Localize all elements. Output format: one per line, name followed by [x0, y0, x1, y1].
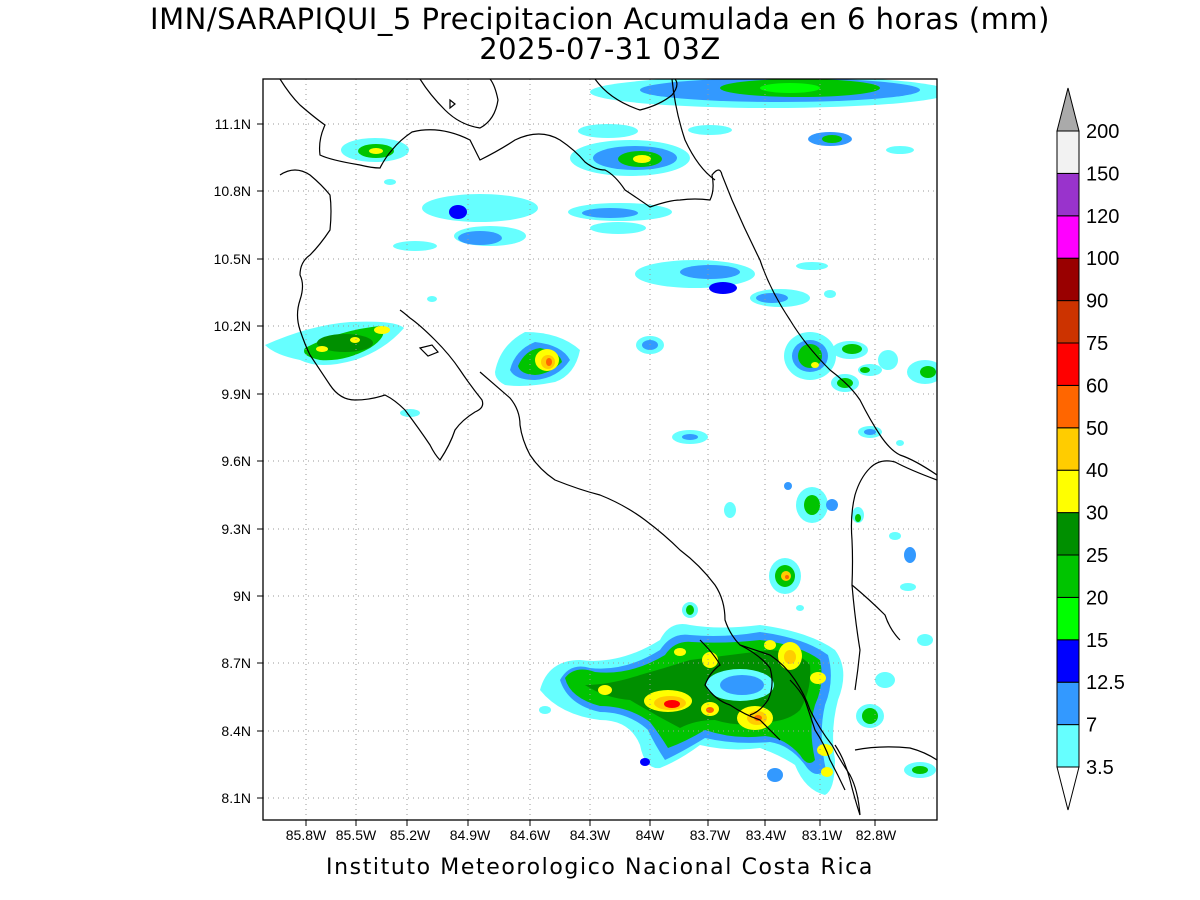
map-frame — [262, 78, 938, 821]
lat-tick-label: 9.3N — [221, 521, 251, 537]
colorbar-swatch — [1056, 639, 1080, 683]
colorbar-swatch — [1056, 681, 1080, 726]
lat-tick-label: 8.1N — [221, 790, 251, 806]
colorbar-level-label: 20 — [1086, 587, 1108, 609]
colorbar-level-label: 90 — [1086, 291, 1108, 313]
lon-tick-label: 82.8W — [856, 827, 897, 843]
colorbar-level-label: 25 — [1086, 545, 1108, 567]
precipitation-field — [265, 79, 937, 795]
colorbar-level-label: 75 — [1086, 333, 1108, 355]
lon-tick-label: 85.2W — [390, 827, 431, 843]
colorbar-swatch — [1056, 469, 1080, 514]
colorbar-legend: 3.5 7 12.5 15 20 25 30 40 50 60 75 90 100 120 150 200 — [1056, 87, 1125, 811]
map-title: IMN/SARAPIQUI_5 Precipitacion Acumulada … — [150, 2, 1050, 36]
colorbar-level-label: 60 — [1086, 375, 1108, 397]
colorbar-level-label: 100 — [1086, 248, 1119, 270]
map-grid — [263, 79, 937, 820]
colorbar-level-label: 7 — [1086, 715, 1097, 737]
lon-tick-label: 83.4W — [746, 827, 787, 843]
lon-tick-label: 84.3W — [570, 827, 611, 843]
colorbar-level-label: 12.5 — [1086, 672, 1125, 694]
colorbar-swatch — [1056, 512, 1080, 556]
map-subtitle: 2025-07-31 03Z — [479, 32, 721, 66]
lat-tick-label: 8.4N — [221, 723, 251, 739]
lon-tick-label: 84.6W — [510, 827, 551, 843]
lat-tick-label: 9.6N — [221, 453, 251, 469]
colorbar-level-label: 40 — [1086, 460, 1108, 482]
colorbar-swatch — [1056, 130, 1080, 174]
colorbar-swatch — [1056, 172, 1080, 217]
colorbar-level-label: 120 — [1086, 206, 1119, 228]
colorbar-swatch — [1056, 257, 1080, 302]
lat-tick-label: 10.5N — [214, 251, 251, 267]
lat-tick-label: 8.7N — [221, 655, 251, 671]
colorbar-swatch — [1056, 384, 1080, 429]
colorbar-top-arrow — [1056, 87, 1080, 132]
colorbar-swatch — [1056, 215, 1080, 259]
colorbar-level-label: 15 — [1086, 630, 1108, 652]
colorbar-swatch — [1056, 342, 1080, 386]
lat-tick-label: 9N — [233, 588, 251, 604]
colorbar-level-label: 150 — [1086, 163, 1119, 185]
lon-tick-label: 84W — [636, 827, 666, 843]
lon-tick-label: 85.8W — [286, 827, 327, 843]
colorbar-swatch — [1056, 596, 1080, 641]
colorbar-swatch — [1056, 300, 1080, 344]
colorbar-level-label: 3.5 — [1086, 757, 1114, 779]
colorbar-swatch — [1056, 554, 1080, 598]
colorbar-level-label: 30 — [1086, 503, 1108, 525]
lat-tick-label: 9.9N — [221, 386, 251, 402]
colorbar-level-label: 200 — [1086, 121, 1119, 143]
lat-tick-label: 11.1N — [215, 116, 251, 132]
colorbar-swatch — [1056, 427, 1080, 471]
colorbar-level-label: 50 — [1086, 418, 1108, 440]
colorbar-bottom-arrow — [1056, 766, 1080, 811]
coastline-borders — [279, 79, 937, 816]
lon-tick-label: 85.5W — [336, 827, 377, 843]
colorbar-swatch — [1056, 724, 1080, 768]
lat-tick-label: 10.8N — [214, 183, 251, 199]
footer-credit: Instituto Meteorologico Nacional Costa R… — [326, 855, 874, 880]
lon-tick-label: 84.9W — [450, 827, 491, 843]
lon-tick-label: 83.1W — [802, 827, 843, 843]
lat-tick-label: 10.2N — [214, 318, 251, 334]
lon-tick-label: 83.7W — [690, 827, 731, 843]
